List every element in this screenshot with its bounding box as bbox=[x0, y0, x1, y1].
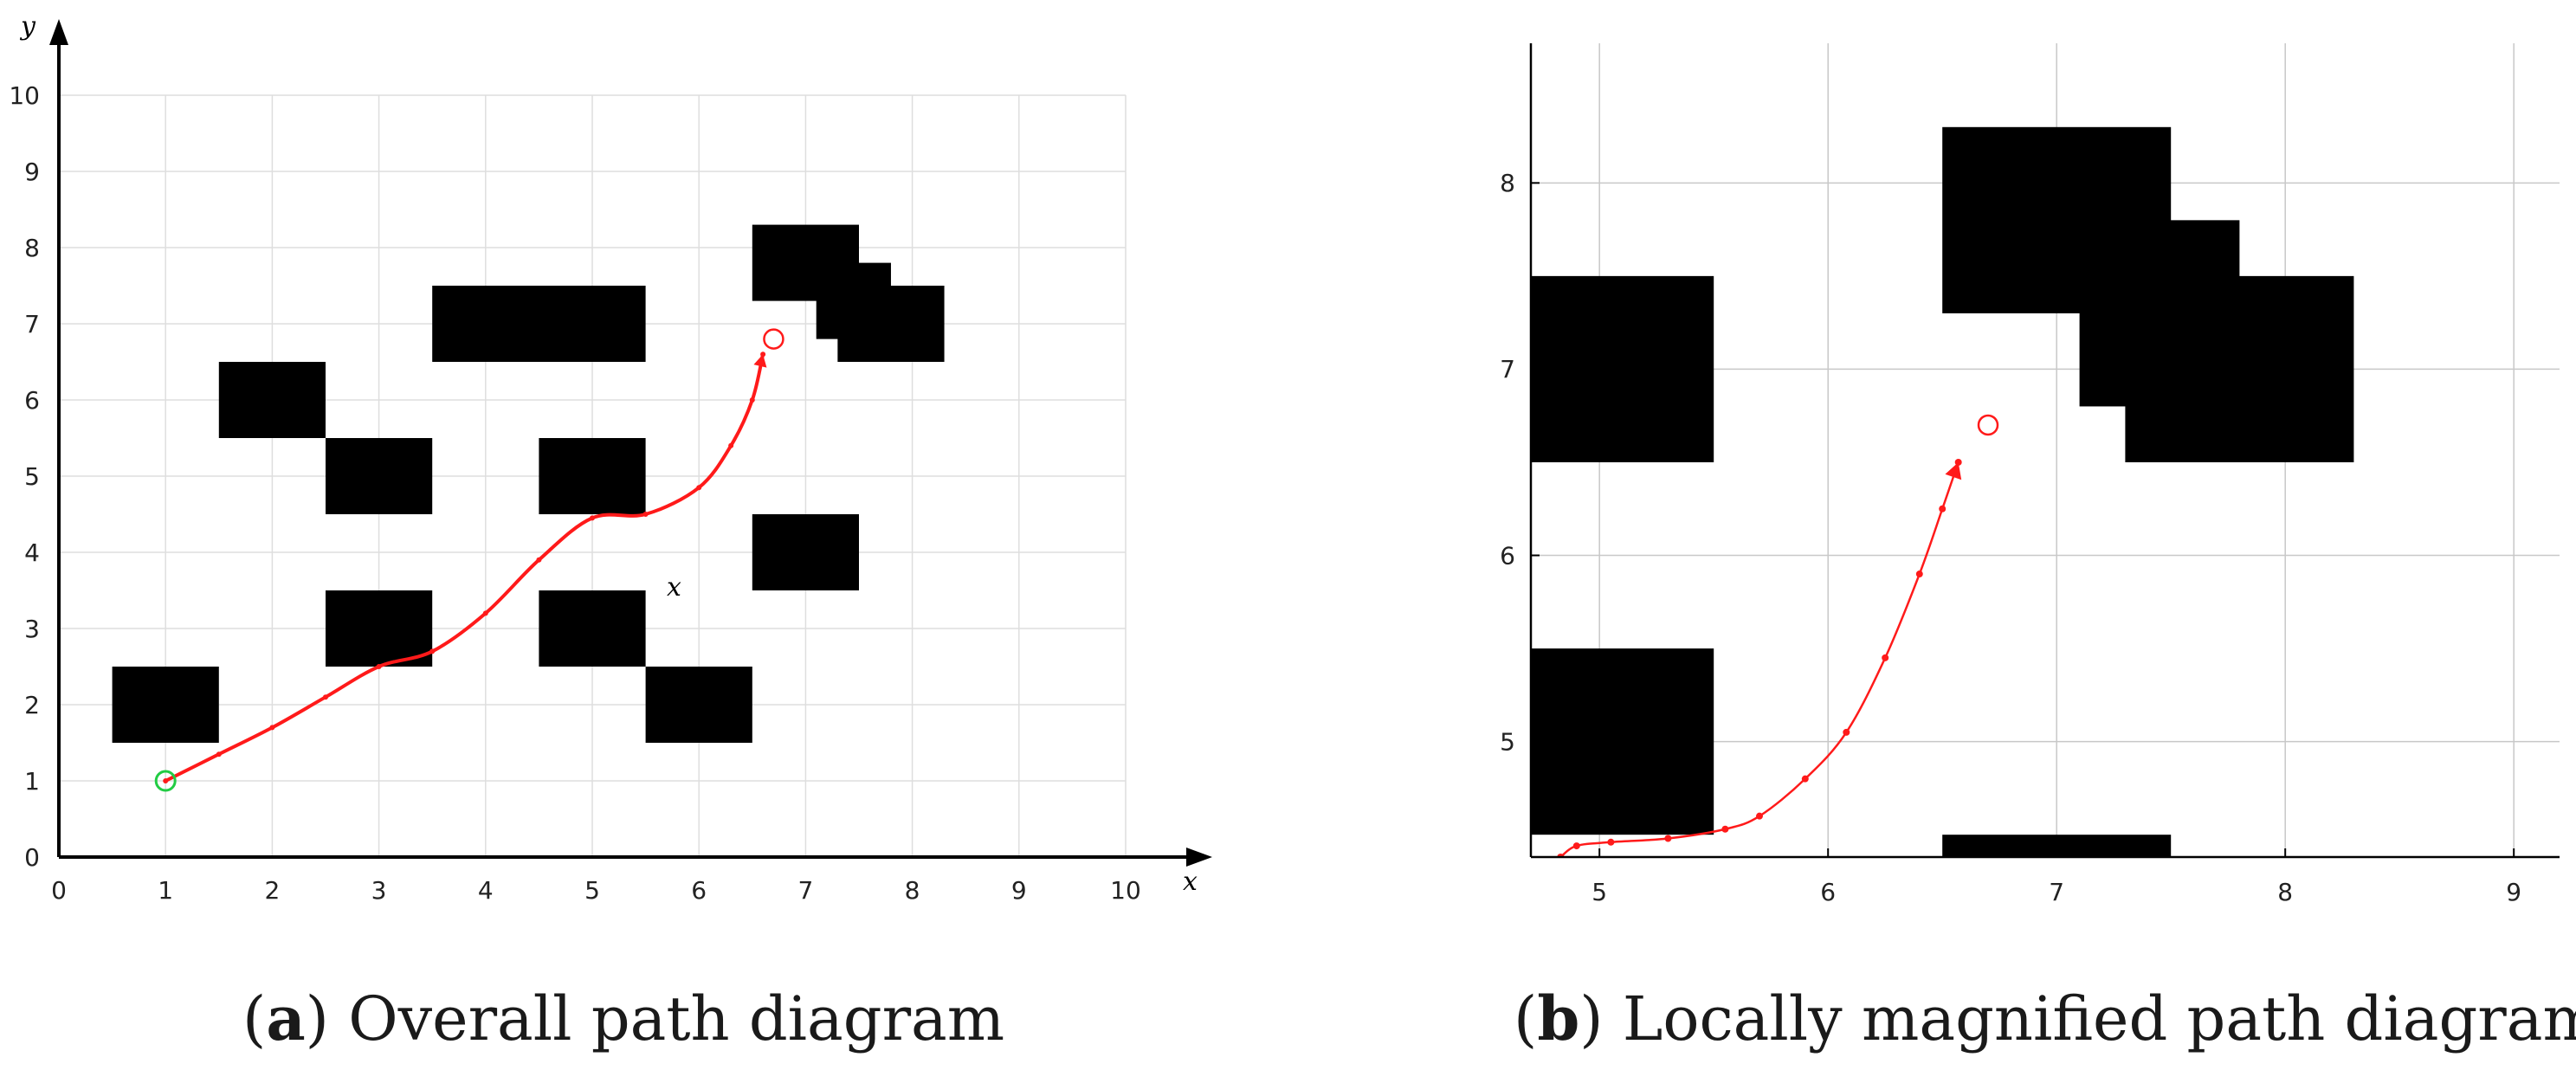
x-tick-label: 1 bbox=[158, 876, 173, 905]
x-tick-label: 6 bbox=[1820, 878, 1836, 906]
obstacle bbox=[645, 667, 752, 743]
y-tick-label: 7 bbox=[24, 310, 40, 338]
path-point bbox=[1939, 505, 1947, 512]
y-tick-label: 1 bbox=[24, 767, 40, 796]
path-point bbox=[1915, 571, 1923, 578]
path-point bbox=[1721, 825, 1729, 833]
y-tick-label: 10 bbox=[9, 81, 40, 110]
y-tick-label: 5 bbox=[1500, 727, 1515, 756]
y-tick-label: 7 bbox=[1500, 355, 1515, 384]
obstacle bbox=[752, 514, 859, 590]
path-point bbox=[1843, 728, 1850, 736]
obstacle bbox=[1531, 648, 1714, 835]
path-point bbox=[590, 515, 595, 521]
path-arrow-head bbox=[753, 354, 767, 368]
obstacle bbox=[2125, 275, 2354, 462]
path-point bbox=[536, 557, 542, 563]
path-point bbox=[1801, 775, 1809, 783]
path bbox=[154, 328, 784, 792]
path-point bbox=[216, 751, 222, 757]
x-tick-labels: 0 1 2 3 4 5 6 7 8 9 10 bbox=[51, 876, 1141, 905]
start-marker bbox=[154, 770, 177, 792]
x-tick-label: 5 bbox=[1591, 878, 1607, 906]
y-tick-label: 5 bbox=[24, 462, 40, 491]
path bbox=[1557, 414, 1999, 857]
caption-b-letter: b bbox=[1537, 983, 1580, 1054]
obstacle bbox=[432, 286, 646, 362]
x-tick-label: 8 bbox=[905, 876, 920, 905]
caption-a: (a) Overall path diagram bbox=[242, 983, 1005, 1054]
x-tick-label: 7 bbox=[2049, 878, 2064, 906]
x-tick-label: 8 bbox=[2277, 878, 2293, 906]
x-axis-arrow bbox=[1186, 848, 1212, 867]
obstacle bbox=[112, 667, 219, 743]
path-point bbox=[728, 442, 734, 448]
obstacle bbox=[218, 362, 326, 438]
y-tick-label: 9 bbox=[24, 158, 40, 186]
caption-b-text: Locally magnified path diagram bbox=[1622, 983, 2576, 1054]
path-point bbox=[323, 694, 328, 700]
x-tick-label: 0 bbox=[51, 876, 67, 905]
obstacle bbox=[539, 438, 646, 514]
caption-a-text: Overall path diagram bbox=[348, 983, 1005, 1054]
y-tick-label: 2 bbox=[24, 691, 40, 719]
path-point bbox=[1882, 654, 1889, 661]
path-point bbox=[1572, 842, 1580, 850]
y-tick-labels: 5 6 7 8 bbox=[1500, 169, 1540, 756]
magnified-path-chart: 5 6 7 8 9 5 6 7 8 bbox=[1500, 43, 2560, 906]
goal-marker bbox=[1977, 414, 1999, 436]
stray-x-label: x bbox=[667, 572, 681, 603]
path-point bbox=[269, 725, 275, 731]
path-point bbox=[749, 397, 755, 403]
path-point bbox=[429, 648, 436, 654]
path-point bbox=[376, 664, 382, 669]
obstacle bbox=[1531, 275, 1714, 462]
obstacles bbox=[112, 224, 945, 743]
path-point bbox=[482, 610, 488, 616]
y-tick-label: 3 bbox=[24, 615, 40, 643]
x-tick-label: 6 bbox=[691, 876, 707, 905]
y-tick-label: 6 bbox=[1500, 541, 1515, 570]
y-tick-label: 6 bbox=[24, 386, 40, 415]
path-point bbox=[1607, 838, 1615, 846]
x-tick-label: 4 bbox=[478, 876, 494, 905]
obstacles bbox=[1531, 126, 2354, 857]
x-tick-label: 5 bbox=[584, 876, 600, 905]
caption-a-letter: a bbox=[266, 983, 306, 1054]
y-tick-label: 8 bbox=[24, 234, 40, 262]
path-point bbox=[1664, 835, 1672, 842]
caption-b: (b) Locally magnified path diagram bbox=[1514, 983, 2576, 1054]
goal-marker bbox=[763, 328, 784, 350]
overall-path-chart: 0 1 2 3 4 5 6 7 8 9 10 0 1 2 3 4 5 6 7 8 9 10 x y x bbox=[9, 11, 1212, 905]
obstacle bbox=[326, 438, 433, 514]
x-tick-label: 2 bbox=[264, 876, 280, 905]
x-axis-label: x bbox=[1183, 867, 1198, 897]
y-tick-label: 4 bbox=[24, 538, 40, 567]
axes bbox=[49, 19, 1212, 867]
x-tick-label: 9 bbox=[1011, 876, 1027, 905]
path-point bbox=[696, 485, 702, 491]
y-tick-label: 8 bbox=[1500, 169, 1515, 197]
path-point bbox=[642, 512, 649, 517]
x-tick-label: 3 bbox=[371, 876, 387, 905]
path-point bbox=[1756, 812, 1763, 820]
x-tick-label: 9 bbox=[2506, 878, 2521, 906]
x-tick-label: 7 bbox=[797, 876, 813, 905]
y-axis-label: y bbox=[19, 11, 36, 42]
path-arrow-head bbox=[1945, 461, 1962, 480]
y-tick-labels: 0 1 2 3 4 5 6 7 8 9 10 bbox=[9, 81, 40, 872]
path-point bbox=[163, 778, 169, 783]
obstacle bbox=[539, 590, 646, 667]
path-line bbox=[165, 353, 765, 783]
y-axis-arrow bbox=[49, 19, 68, 45]
x-tick-labels: 5 6 7 8 9 bbox=[1591, 848, 2521, 906]
y-tick-label: 0 bbox=[24, 843, 40, 872]
obstacle bbox=[837, 286, 945, 362]
x-tick-label: 10 bbox=[1110, 876, 1141, 905]
obstacle bbox=[326, 590, 433, 667]
